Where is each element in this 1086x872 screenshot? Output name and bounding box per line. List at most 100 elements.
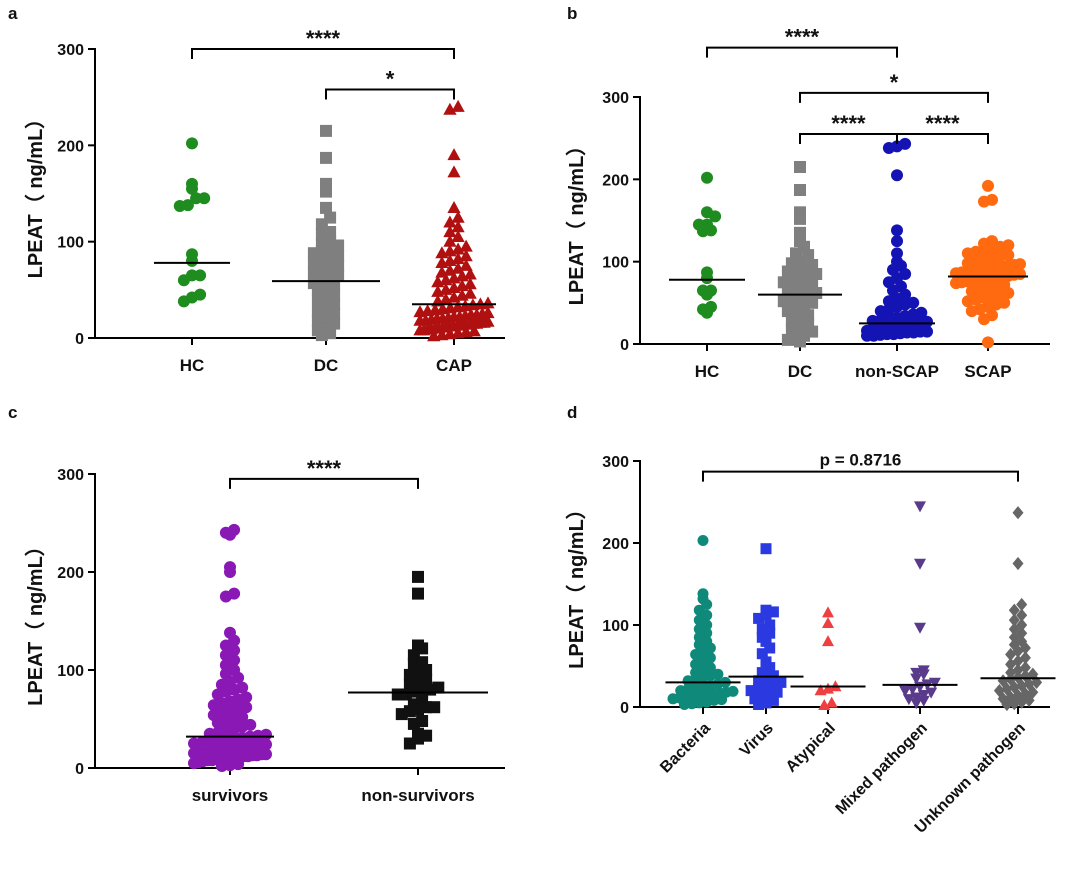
data-point (756, 648, 768, 660)
data-point (997, 692, 1009, 706)
data-point (236, 711, 249, 723)
data-point (910, 673, 923, 685)
significance-label: * (890, 70, 899, 95)
y-tick-label: 300 (57, 467, 84, 484)
significance-bracket: **** (799, 111, 898, 145)
series-mixed-pathogen: Mixed pathogen (833, 501, 958, 818)
series-survivors: survivors (186, 523, 274, 805)
data-point (764, 642, 776, 654)
data-point (921, 315, 933, 328)
data-point (1005, 657, 1017, 671)
data-point (760, 543, 772, 555)
data-point (704, 652, 716, 664)
data-point (443, 225, 457, 238)
data-point (914, 558, 926, 570)
data-point (891, 169, 903, 182)
y-tick-label: 0 (620, 337, 629, 354)
data-point (1016, 695, 1028, 709)
data-point (910, 692, 923, 704)
data-point (899, 268, 912, 280)
data-point (228, 644, 241, 657)
data-point (481, 306, 495, 319)
significance-label: **** (307, 456, 342, 481)
data-point (224, 528, 236, 541)
series-non-scap: non-SCAP (855, 137, 939, 381)
data-point (186, 254, 198, 267)
data-point (412, 570, 424, 583)
significance-label: p = 0.8716 (820, 451, 902, 470)
data-point (753, 683, 765, 695)
data-point (764, 627, 776, 639)
series-bacteria: Bacteria (657, 535, 741, 777)
data-point (902, 694, 915, 706)
significance-label: **** (306, 26, 341, 51)
y-axis-label: LPEAT（ ng/mL） (24, 536, 47, 706)
data-point (324, 211, 337, 224)
data-point (891, 235, 903, 248)
significance-label: **** (831, 111, 866, 136)
data-point (428, 701, 441, 714)
data-point (1002, 249, 1015, 262)
data-point (328, 307, 341, 320)
data-point (753, 612, 765, 624)
data-point (443, 234, 457, 247)
data-point (420, 673, 433, 686)
data-point (443, 215, 457, 228)
y-tick-label: 200 (602, 172, 629, 189)
data-point (1012, 644, 1024, 658)
data-point (756, 667, 768, 679)
data-point (198, 192, 211, 205)
data-point (712, 668, 724, 680)
data-point (701, 171, 713, 184)
data-point (915, 306, 928, 319)
data-point (906, 684, 919, 696)
y-tick-label: 100 (57, 235, 84, 252)
data-point (745, 685, 757, 697)
data-point (1016, 618, 1028, 632)
data-point (186, 182, 198, 195)
data-point (328, 288, 341, 301)
data-point (921, 325, 933, 338)
data-point (324, 226, 337, 238)
y-tick-label: 0 (75, 761, 84, 778)
data-point (825, 696, 838, 708)
data-point (236, 681, 249, 694)
data-point (481, 296, 495, 309)
data-point (1014, 268, 1026, 280)
data-point (328, 298, 341, 311)
series-cap: CAP (412, 99, 496, 375)
data-point (767, 694, 779, 706)
x-tick-label: DC (788, 362, 813, 381)
data-point (1016, 626, 1028, 640)
x-tick-label: Bacteria (657, 720, 714, 777)
significance-bracket: **** (191, 26, 455, 59)
data-point (701, 288, 713, 301)
data-point (447, 201, 461, 213)
series-atypical: Atypical (783, 606, 866, 776)
data-point (760, 656, 772, 668)
y-tick-label: 0 (75, 331, 84, 348)
data-point (716, 694, 728, 706)
bracket-line (229, 477, 419, 489)
series-hc: HC (669, 171, 745, 381)
data-point (451, 210, 465, 223)
data-point (1014, 258, 1026, 271)
data-point (1001, 697, 1013, 712)
significance-label: **** (925, 111, 960, 136)
data-point (914, 501, 926, 513)
data-point (332, 269, 345, 282)
series-dc: DC (272, 124, 380, 375)
data-point (917, 669, 930, 681)
y-tick-label: 300 (602, 90, 629, 107)
bracket-line (702, 470, 1019, 482)
data-point (986, 309, 998, 322)
data-point (1016, 608, 1028, 622)
significance-bracket: p = 0.8716 (702, 451, 1019, 482)
data-point (756, 623, 768, 635)
data-point (260, 728, 272, 741)
data-point (1002, 239, 1015, 252)
data-point (1012, 506, 1024, 520)
data-point (244, 718, 257, 731)
